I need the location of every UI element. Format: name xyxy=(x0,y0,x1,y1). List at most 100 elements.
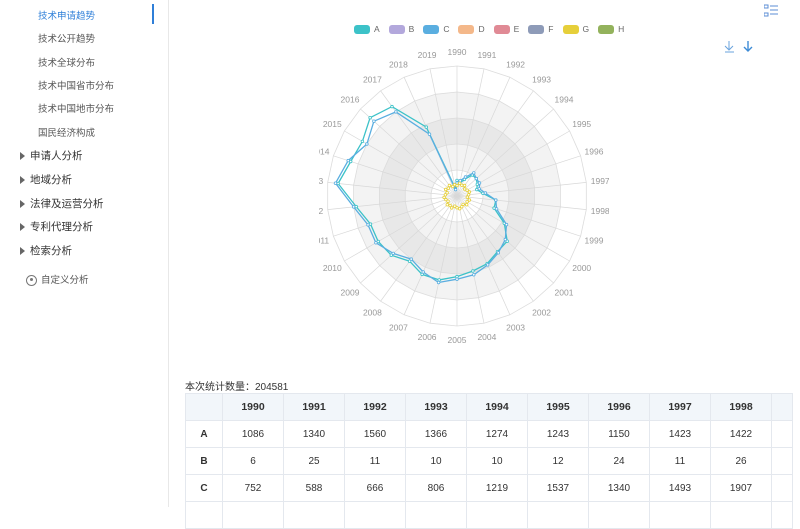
table-cell xyxy=(344,501,406,529)
radar-tick-label: 2013 xyxy=(319,176,324,186)
data-point xyxy=(477,181,482,185)
download-icons xyxy=(724,41,753,53)
radar-axis-line xyxy=(456,195,581,237)
data-point xyxy=(333,181,338,185)
table-cell: 1340 xyxy=(283,420,345,448)
save-image-icon[interactable] xyxy=(724,41,734,53)
table-cell xyxy=(527,501,589,529)
sidebar-group-legal[interactable]: 法律及运营分析 xyxy=(20,196,104,211)
data-point xyxy=(442,195,446,200)
caret-right-icon xyxy=(20,223,25,232)
radar-tick-label: 1992 xyxy=(506,59,525,69)
data-point xyxy=(443,187,448,192)
table-cell xyxy=(222,501,284,529)
table-cell xyxy=(405,501,467,529)
legend-item-c[interactable]: C xyxy=(423,24,449,34)
legend-item-g[interactable]: G xyxy=(562,24,590,34)
table-header-1990: 1990 xyxy=(222,393,284,421)
table-cell: 1243 xyxy=(527,420,589,448)
sidebar-group-applicant[interactable]: 申请人分析 xyxy=(20,148,83,163)
table-cell: 26 xyxy=(710,447,772,475)
radar-axis-line xyxy=(456,90,534,197)
table-cell: 25 xyxy=(283,447,345,475)
legend-swatch xyxy=(528,24,545,34)
data-point xyxy=(496,251,500,255)
sidebar-item-city[interactable]: 技术中国地市分布 xyxy=(38,104,115,115)
legend-item-h[interactable]: H xyxy=(598,24,624,34)
legend-swatch xyxy=(354,24,370,34)
radar-chart: 1990 1991 1992 1993 1994 1995 1996 1997 1998 1999… xyxy=(319,47,609,345)
radar-axis-line xyxy=(403,195,458,315)
data-point xyxy=(485,263,490,267)
data-point xyxy=(391,251,395,256)
table-header-1992: 1992 xyxy=(344,393,406,421)
legend-item-a[interactable]: A xyxy=(354,24,380,34)
sidebar-item-global[interactable]: 技术全球分布 xyxy=(38,58,96,69)
caret-right-icon xyxy=(20,200,25,209)
row-label: C xyxy=(185,474,223,502)
data-point xyxy=(467,190,472,194)
sidebar-item-economy[interactable]: 国民经济构成 xyxy=(38,128,96,139)
table-row xyxy=(185,501,793,529)
table-header-1991: 1991 xyxy=(283,393,345,421)
data-point xyxy=(467,198,472,202)
sidebar-item-publish-trend[interactable]: 技术公开趋势 xyxy=(38,34,96,45)
legend-label: G xyxy=(582,24,590,34)
data-point xyxy=(465,200,469,204)
sidebar-item-apply-trend[interactable]: 技术申请趋势 xyxy=(38,11,96,22)
table-cell xyxy=(588,501,650,529)
data-point xyxy=(463,175,468,179)
legend-item-f[interactable]: F xyxy=(528,24,554,34)
data-point xyxy=(460,204,464,209)
table-header-1993: 1993 xyxy=(405,393,467,421)
sidebar-group-search[interactable]: 检索分析 xyxy=(20,243,72,258)
radar-axis-line xyxy=(333,155,458,197)
radar-tick-label: 1997 xyxy=(591,176,609,186)
radar-axis-line xyxy=(429,195,458,324)
caret-right-icon xyxy=(20,176,25,185)
legend-label: C xyxy=(443,24,450,34)
radar-tick-label: 2012 xyxy=(319,206,324,216)
radar-tick-label: 2018 xyxy=(389,59,408,69)
list-view-icon[interactable] xyxy=(764,4,778,18)
sidebar-group-agency[interactable]: 专利代理分析 xyxy=(20,219,93,234)
table-cell: 1340 xyxy=(588,474,650,502)
table-cell: 1907 xyxy=(710,474,772,502)
data-point xyxy=(360,139,365,144)
table-cell: 11 xyxy=(344,447,406,475)
table-cell: 752 xyxy=(222,474,284,502)
legend-swatch xyxy=(598,24,615,34)
radar-tick-label: 2015 xyxy=(323,119,342,129)
radar-axis-line xyxy=(380,90,458,197)
data-point xyxy=(446,186,450,190)
sidebar-group-region[interactable]: 地域分析 xyxy=(20,172,72,187)
radar-axis-line xyxy=(327,182,458,197)
radar-tick-label: 2000 xyxy=(572,263,591,273)
data-point xyxy=(374,241,378,245)
radar-tick-label: 2003 xyxy=(506,323,525,333)
legend-item-d[interactable]: D xyxy=(458,24,485,34)
row-label: A xyxy=(185,420,223,448)
table-cell: 24 xyxy=(588,447,650,475)
table-cell: 588 xyxy=(283,474,345,502)
table-header-1996: 1996 xyxy=(588,393,650,421)
legend-item-e[interactable]: E xyxy=(493,24,519,34)
data-point xyxy=(474,176,478,181)
legend-swatch xyxy=(423,24,440,34)
data-point xyxy=(494,198,498,202)
data-point xyxy=(465,188,469,192)
download-icon[interactable] xyxy=(743,41,753,52)
data-point xyxy=(407,259,412,263)
data-point xyxy=(448,203,452,208)
data-point xyxy=(436,280,441,285)
legend-label: A xyxy=(374,24,380,34)
data-point xyxy=(346,158,350,163)
radar-tick-label: 2017 xyxy=(363,75,382,85)
sidebar-item-province[interactable]: 技术中国省市分布 xyxy=(38,81,115,92)
data-point xyxy=(453,187,458,192)
custom-analysis-button[interactable]: 自定义分析 xyxy=(26,272,89,286)
legend-item-b[interactable]: B xyxy=(388,24,414,34)
table-cell-overflow xyxy=(771,447,793,475)
data-point xyxy=(394,110,398,114)
radar-tick-label: 2002 xyxy=(532,308,551,318)
